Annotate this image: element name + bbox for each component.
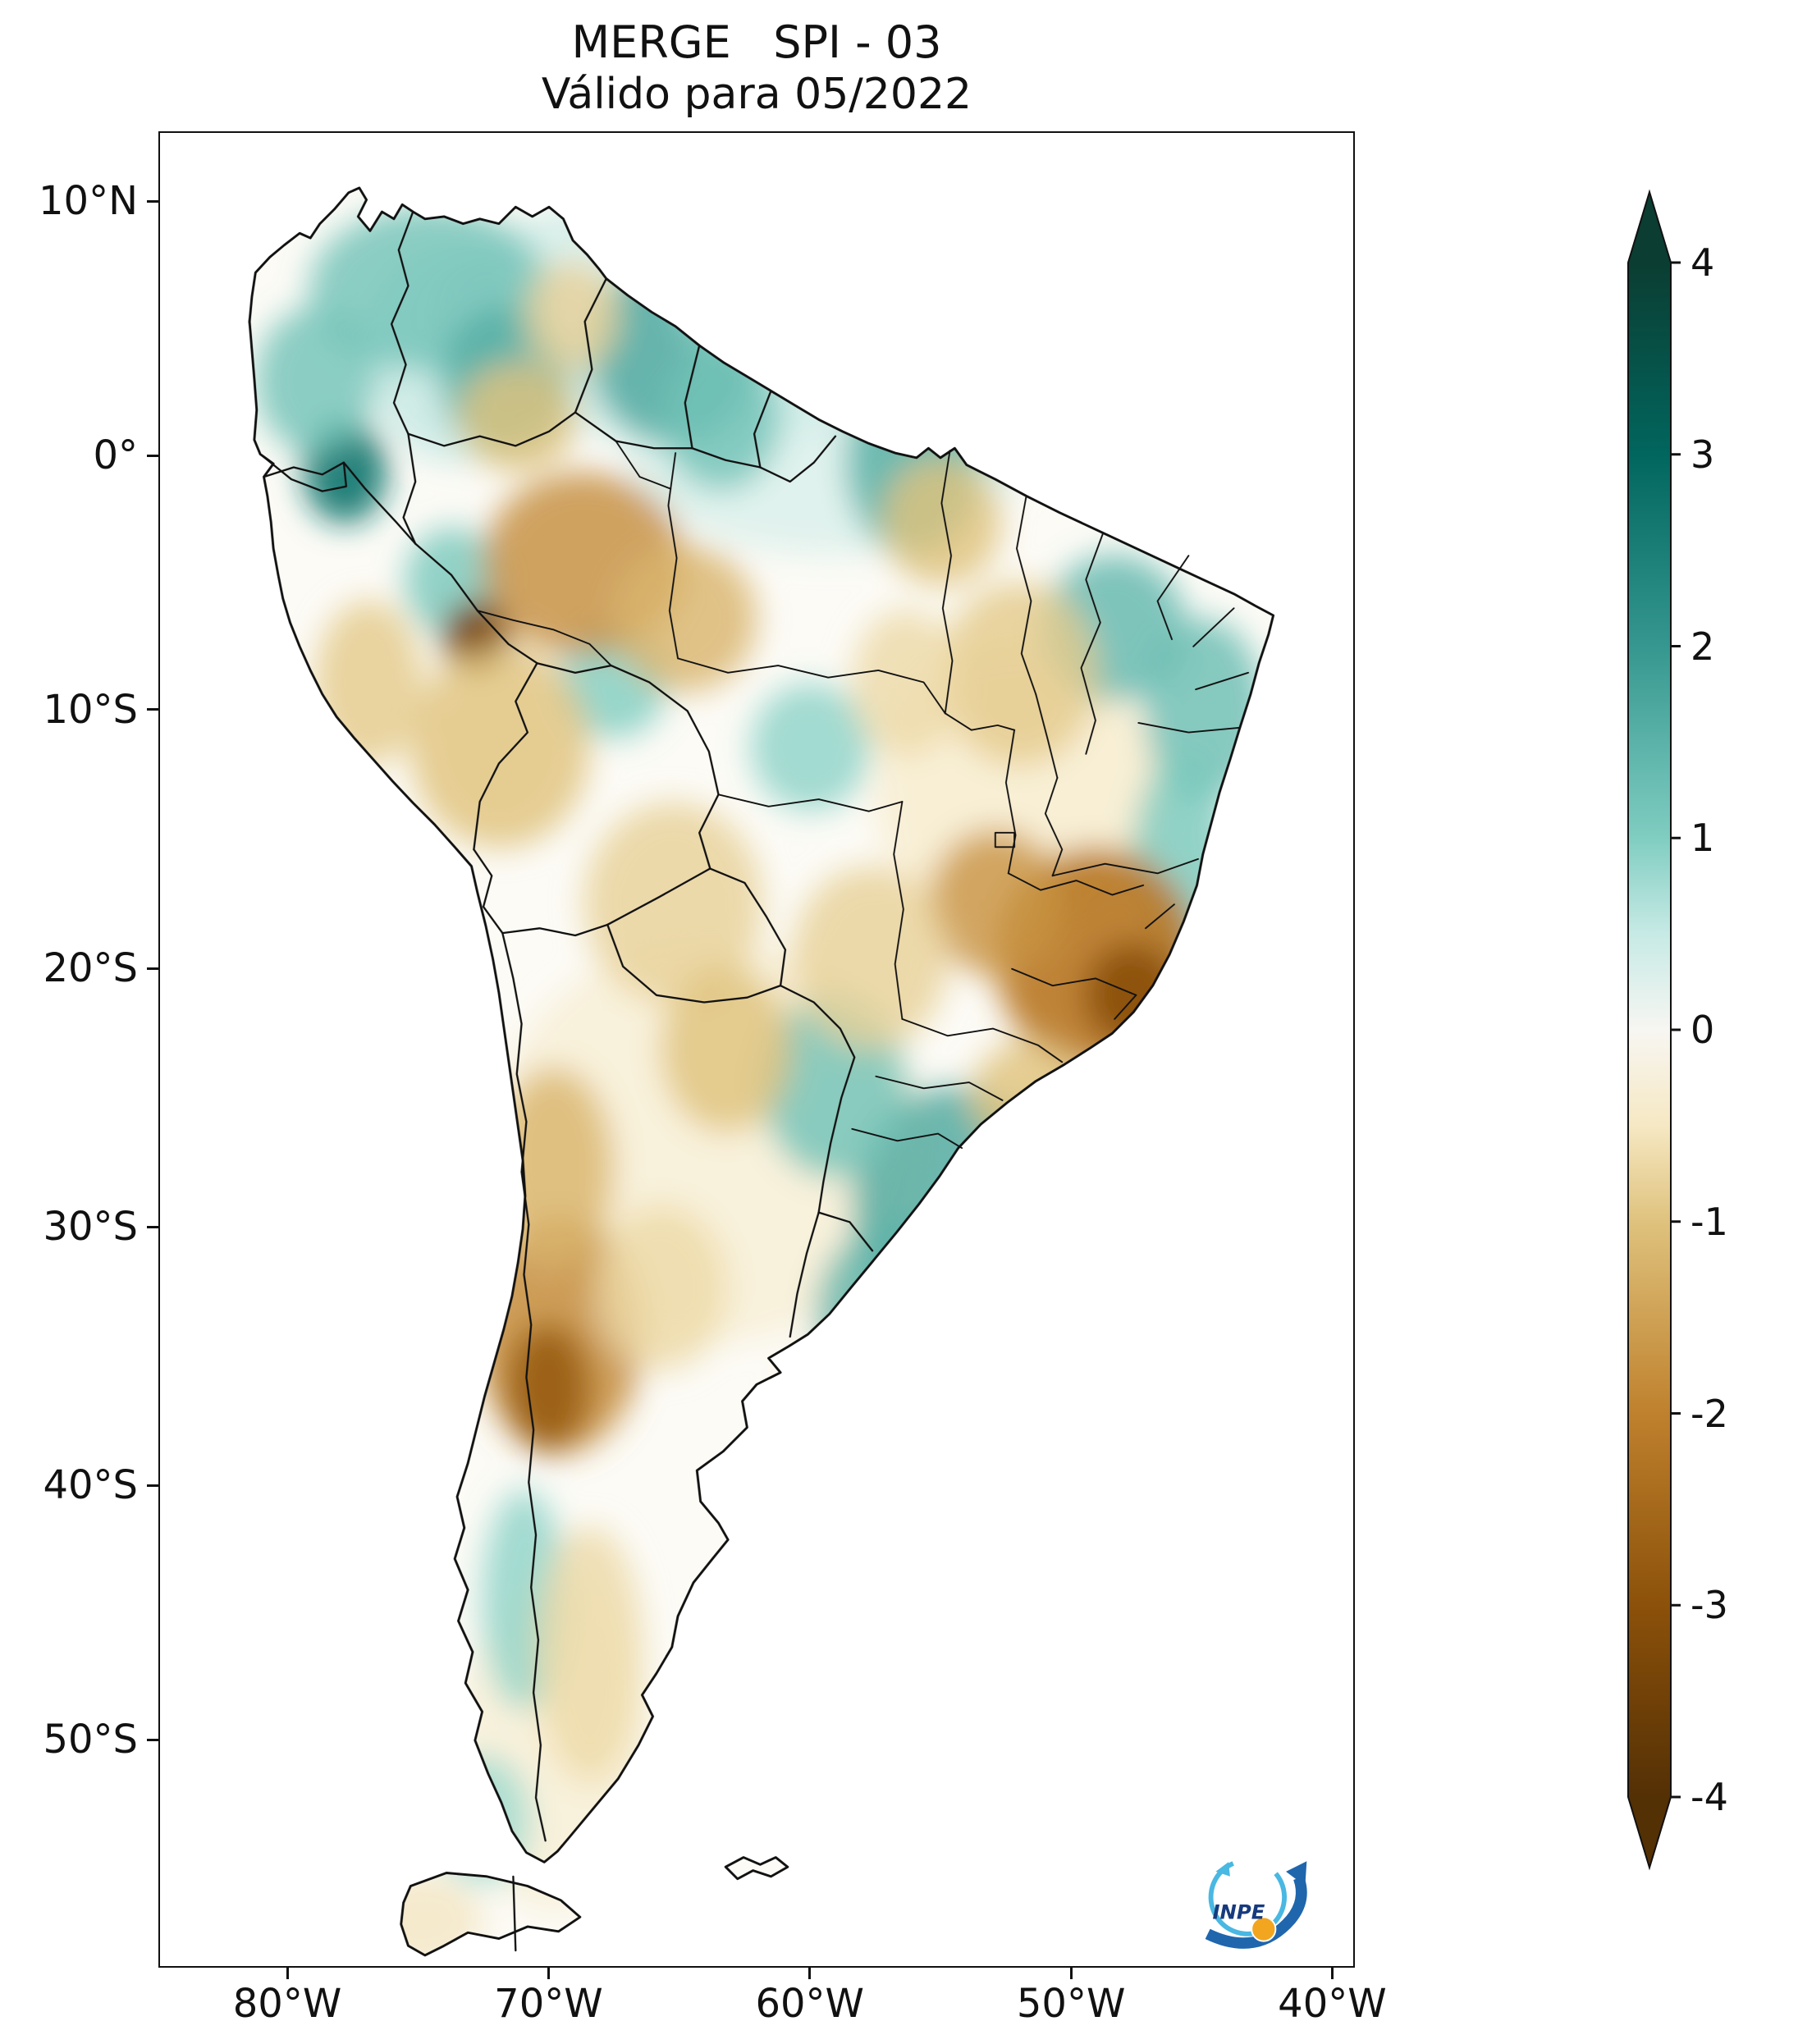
spi-anomaly-blob [458,362,578,473]
y-tick-label: 50°S [43,1717,138,1763]
spi-anomaly-blob [929,829,1061,976]
x-tick-label: 80°W [232,1981,342,2027]
inpe-arrowhead [1286,1861,1307,1886]
spi-anomaly-blob [936,316,1055,464]
state-borders [476,440,1249,1150]
x-tick-mark [1330,1968,1334,1979]
inpe-logo-text: INPE [1212,1900,1265,1923]
y-tick-mark [147,1738,158,1741]
y-tick-label: 30°S [43,1204,138,1251]
colorbar-tick-label: -1 [1690,1199,1728,1244]
spi-anomaly-blob [524,261,620,372]
colorbar-tick-label: 3 [1690,432,1715,477]
spi-anomaly-blob [852,609,960,757]
x-tick-mark [1069,1968,1073,1979]
south-america-map [248,186,1275,1957]
spi-anomaly-blob [881,457,1002,586]
country-borders [258,210,874,1952]
spi-anomaly-blob [595,1205,727,1370]
spi-anomaly-blob [792,866,948,1049]
y-tick-mark [147,199,158,203]
spi-anomaly-blob [661,967,793,1132]
colorbar-tick-label: 4 [1690,240,1715,285]
y-tick-mark [147,967,158,970]
y-tick-mark [147,708,158,711]
colorbar-gradient [1627,189,1672,1871]
spi-anomaly-blob [536,1525,643,1783]
x-tick-label: 50°W [1016,1981,1126,2027]
colorbar-tick-label: 1 [1690,816,1715,861]
y-tick-label: 10°N [39,178,138,225]
x-tick-label: 70°W [494,1981,603,2027]
inpe-logo: INPE [1205,1858,1307,1949]
spi-anomaly-blob [410,646,590,848]
map-plot: INPE [158,131,1355,1968]
spi-anomaly-blob [363,1874,483,1955]
x-tick-mark [286,1968,289,1979]
y-tick-mark [147,454,158,457]
colorbar-tick-label: -2 [1690,1391,1728,1436]
spi-anomaly-blob [583,802,763,1004]
colorbar-tick-label: -4 [1690,1775,1728,1819]
spi-anomaly-blob [613,545,757,693]
y-tick-label: 0° [93,432,138,478]
spi-anomaly-blob [941,582,1097,766]
spi-anomaly-blob [494,1068,614,1270]
spi-anomaly-blob [750,683,871,812]
colorbar-tick-label: 0 [1690,1008,1715,1052]
y-tick-mark [147,1484,158,1487]
y-tick-label: 40°S [43,1462,138,1509]
x-tick-label: 40°W [1278,1981,1387,2027]
spi-anomaly-blob [315,600,423,766]
inpe-ring-arrowhead [1215,1862,1230,1877]
spi-anomaly-blob [434,1755,530,1884]
inpe-sphere [1251,1916,1277,1942]
spi-anomaly-blob [673,233,840,363]
colorbar-tick-label: 2 [1690,624,1715,669]
colorbar [1627,189,1681,1871]
figure-title: MERGE SPI - 03 [571,16,942,68]
inpe-arrow [1205,1876,1307,1949]
y-tick-label: 10°S [43,686,138,733]
spi-anomaly-blob [506,1324,590,1453]
colorbar-tick-label: -3 [1690,1583,1728,1628]
spi-anomaly-blob [255,307,375,454]
x-tick-mark [808,1968,812,1979]
figure-subtitle: Válido para 05/2022 [541,70,972,119]
y-tick-mark [147,1225,158,1228]
x-tick-label: 60°W [755,1981,864,2027]
y-tick-label: 20°S [43,945,138,992]
spi-anomaly-blob [971,1040,1091,1150]
x-tick-mark [547,1968,550,1979]
spi-anomaly-blob [816,1223,972,1407]
spi-anomaly-blob [780,1342,900,1490]
